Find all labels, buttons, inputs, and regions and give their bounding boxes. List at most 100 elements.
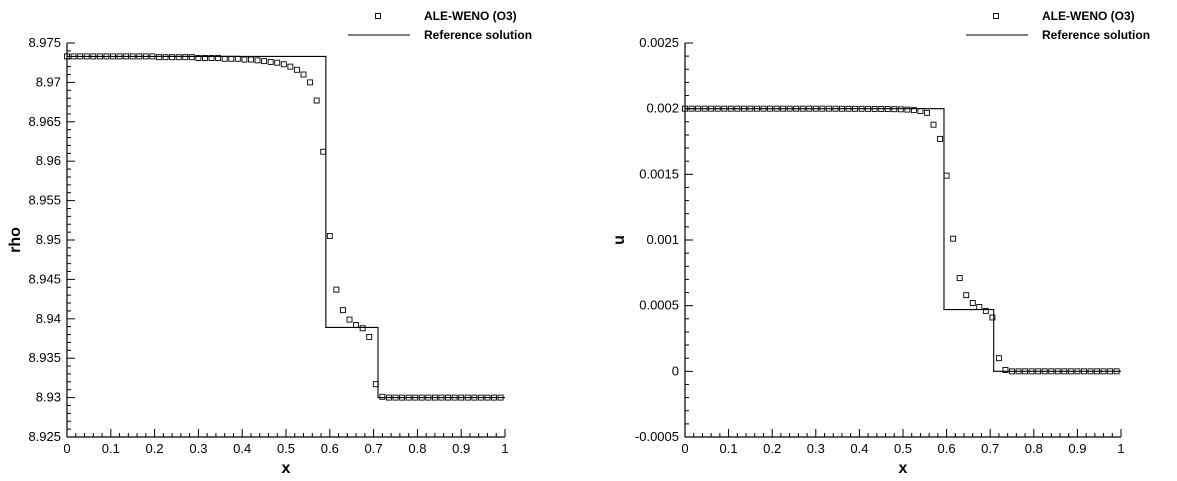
chart-2: 0 0.1 0.2 0.3 0.4 0.5 0.6 0.7 0.8 0.9 1-0.000500.0…: [611, 9, 1150, 477]
x-tick-label: 0: [63, 441, 70, 456]
y-tick-label: 8.925: [28, 429, 61, 444]
chart-1: 0 0.1 0.2 0.3 0.4 0.5 0.6 0.7 0.8 0.9 1 8.925 8.93 8.…: [7, 9, 532, 477]
y-tick-label: 0: [672, 363, 679, 378]
x-tick-label: 0.5: [277, 441, 295, 456]
data-point: [175, 54, 182, 61]
data-point: [320, 148, 327, 155]
legend-marker-weno: [375, 13, 381, 19]
x-tick-label: 0.2: [146, 441, 164, 456]
y-tick-label: 8.94: [36, 311, 61, 326]
data-point: [188, 54, 195, 61]
x-tick-label: 0.6: [938, 441, 956, 456]
data-point: [910, 107, 917, 114]
legend: ALE-WENO (O3) Reference solution: [348, 9, 532, 42]
data-point: [339, 307, 346, 314]
y-tick-label: 8.965: [28, 114, 61, 129]
data-point: [995, 355, 1002, 362]
y-tick-label: 8.945: [28, 271, 61, 286]
y-tick-label: 8.95: [36, 232, 61, 247]
data-point: [904, 106, 911, 113]
data-point: [280, 61, 287, 68]
y-tick-label: 8.93: [36, 390, 61, 405]
x-tick-label: 0.9: [452, 441, 470, 456]
y-tick-label: 0.002: [646, 101, 679, 116]
y-tick-label: 0.0015: [639, 166, 679, 181]
x-tick-label: 1: [501, 441, 508, 456]
series-weno-markers: [64, 53, 504, 401]
data-point: [326, 233, 333, 240]
y-tick-label: -0.0005: [635, 429, 679, 444]
data-point: [254, 57, 261, 64]
series-reference-line: [67, 55, 505, 399]
data-point: [208, 55, 215, 61]
data-point: [943, 172, 950, 179]
data-point: [156, 54, 162, 61]
data-point: [169, 54, 176, 61]
x-tick-label: 0.5: [894, 441, 912, 456]
x-axis-title: x: [899, 460, 908, 477]
data-point: [313, 97, 320, 104]
data-point: [982, 307, 989, 314]
data-point: [359, 325, 366, 332]
data-point: [924, 109, 930, 116]
x-tick-label: 0.1: [102, 441, 120, 456]
data-point: [182, 54, 189, 61]
data-point: [248, 56, 254, 63]
series-reference-line: [685, 108, 1121, 372]
data-point: [274, 59, 281, 66]
x-tick-label: 0.7: [981, 441, 999, 456]
data-point: [963, 292, 970, 299]
x-tick-label: 0: [681, 441, 688, 456]
x-tick-label: 0.4: [850, 441, 868, 456]
data-point: [969, 300, 976, 306]
y-tick-label: 8.935: [28, 350, 61, 365]
data-point: [950, 235, 957, 242]
y-axis-title: rho: [7, 227, 24, 253]
data-point: [307, 79, 314, 86]
data-point: [937, 135, 944, 142]
y-tick-label: 8.975: [28, 35, 61, 50]
legend-label-reference: Reference solution: [1042, 28, 1150, 42]
data-point: [261, 58, 268, 65]
x-tick-label: 0.4: [233, 441, 251, 456]
x-tick-label: 0.9: [1068, 441, 1086, 456]
legend-label-weno: ALE-WENO (O3): [1042, 9, 1135, 23]
data-point: [267, 58, 274, 65]
y-tick-label: 8.955: [28, 193, 61, 208]
data-point: [287, 63, 294, 70]
data-point: [379, 393, 386, 400]
data-point: [956, 275, 963, 282]
x-tick-label: 0.1: [720, 441, 738, 456]
x-tick-label: 0.7: [365, 441, 383, 456]
data-point: [989, 314, 996, 321]
x-tick-label: 0.8: [408, 441, 426, 456]
x-tick-label: 0.3: [807, 441, 825, 456]
data-point: [195, 55, 202, 61]
data-point: [228, 55, 235, 62]
data-point: [162, 54, 169, 61]
y-tick-label: 8.96: [36, 153, 61, 168]
data-point: [976, 304, 983, 310]
x-axis-title: x: [282, 460, 291, 477]
data-point: [930, 121, 937, 128]
y-tick-label: 8.97: [36, 74, 61, 89]
legend-label-weno: ALE-WENO (O3): [424, 9, 517, 23]
data-point: [215, 55, 222, 61]
data-point: [294, 66, 300, 73]
x-tick-label: 0.6: [321, 441, 339, 456]
y-tick-label: 0.0005: [639, 298, 679, 313]
data-point: [366, 333, 373, 340]
data-point: [300, 71, 307, 78]
x-tick-label: 0.3: [189, 441, 207, 456]
x-tick-label: 0.8: [1025, 441, 1043, 456]
data-point: [897, 106, 904, 113]
data-point: [333, 286, 340, 293]
data-point: [917, 108, 924, 114]
legend-label-reference: Reference solution: [424, 28, 532, 42]
data-point: [1002, 367, 1009, 373]
data-point: [241, 56, 248, 63]
legend: ALE-WENO (O3) Reference solution: [966, 9, 1150, 42]
data-point: [221, 55, 228, 62]
data-point: [353, 322, 360, 329]
